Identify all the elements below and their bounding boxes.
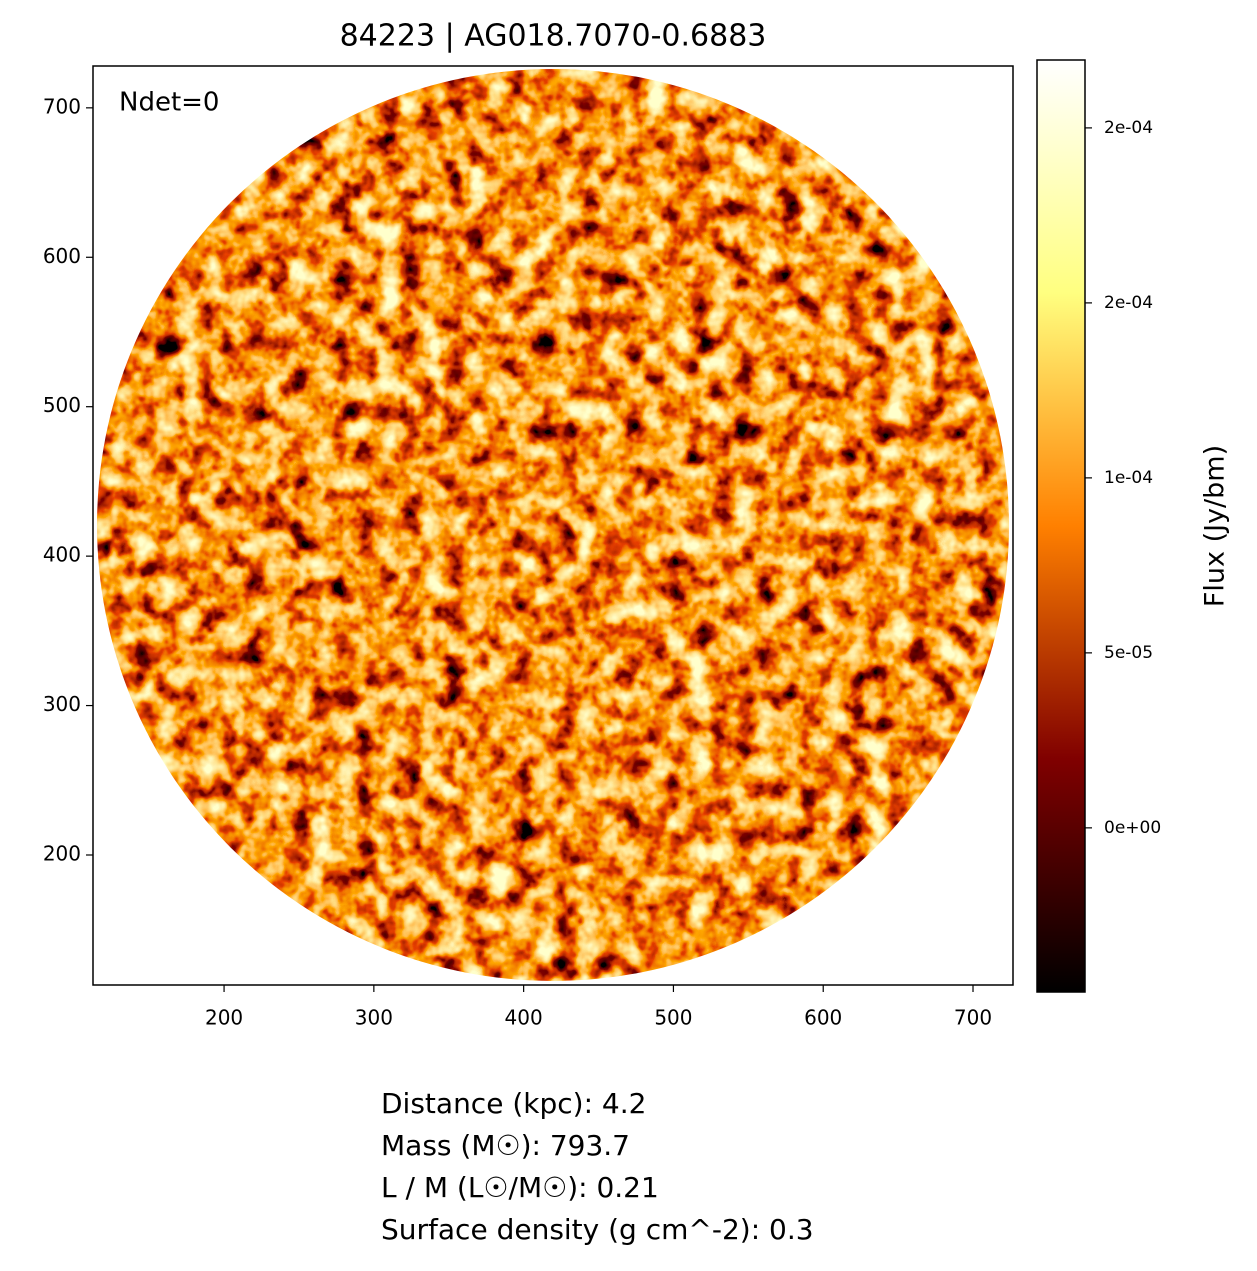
y-tick-label: 300 — [43, 692, 81, 716]
y-tick-label: 600 — [43, 244, 81, 268]
colorbar-tick-label: 5e-05 — [1104, 643, 1153, 663]
plot-frame — [92, 65, 1014, 986]
x-tick-label: 200 — [205, 1006, 243, 1030]
image-texture — [97, 69, 1009, 981]
info-line: Surface density (g cm^-2): 0.3 — [381, 1213, 814, 1246]
y-tick-label: 500 — [43, 393, 81, 417]
y-tick-label: 400 — [43, 543, 81, 567]
info-line: L / M (L☉/M☉): 0.21 — [381, 1171, 659, 1204]
colorbar-label: Flux (Jy/bm) — [1200, 445, 1231, 607]
y-tick-label: 700 — [43, 94, 81, 118]
x-tick-label: 300 — [355, 1006, 393, 1030]
colorbar-tick-label: 0e+00 — [1104, 818, 1161, 838]
colorbar-tick-label: 2e-04 — [1104, 118, 1153, 138]
x-tick-label: 600 — [804, 1006, 842, 1030]
colorbar-tick-label: 1e-04 — [1104, 468, 1153, 488]
chart-title: 84223 | AG018.7070-0.6883 — [340, 19, 767, 54]
x-tick-label: 700 — [954, 1006, 992, 1030]
colorbar — [1036, 59, 1086, 993]
info-line: Distance (kpc): 4.2 — [381, 1087, 646, 1120]
y-tick-label: 200 — [43, 841, 81, 865]
annotation: Ndet=0 — [119, 88, 219, 118]
info-block: Distance (kpc): 4.2 Mass (M☉): 793.7 L / M… — [381, 1087, 814, 1246]
x-tick-label: 400 — [505, 1006, 543, 1030]
info-line: Mass (M☉): 793.7 — [381, 1129, 630, 1162]
colorbar-tick-label: 2e-04 — [1104, 293, 1153, 313]
x-tick-label: 500 — [654, 1006, 692, 1030]
image — [97, 69, 1009, 981]
